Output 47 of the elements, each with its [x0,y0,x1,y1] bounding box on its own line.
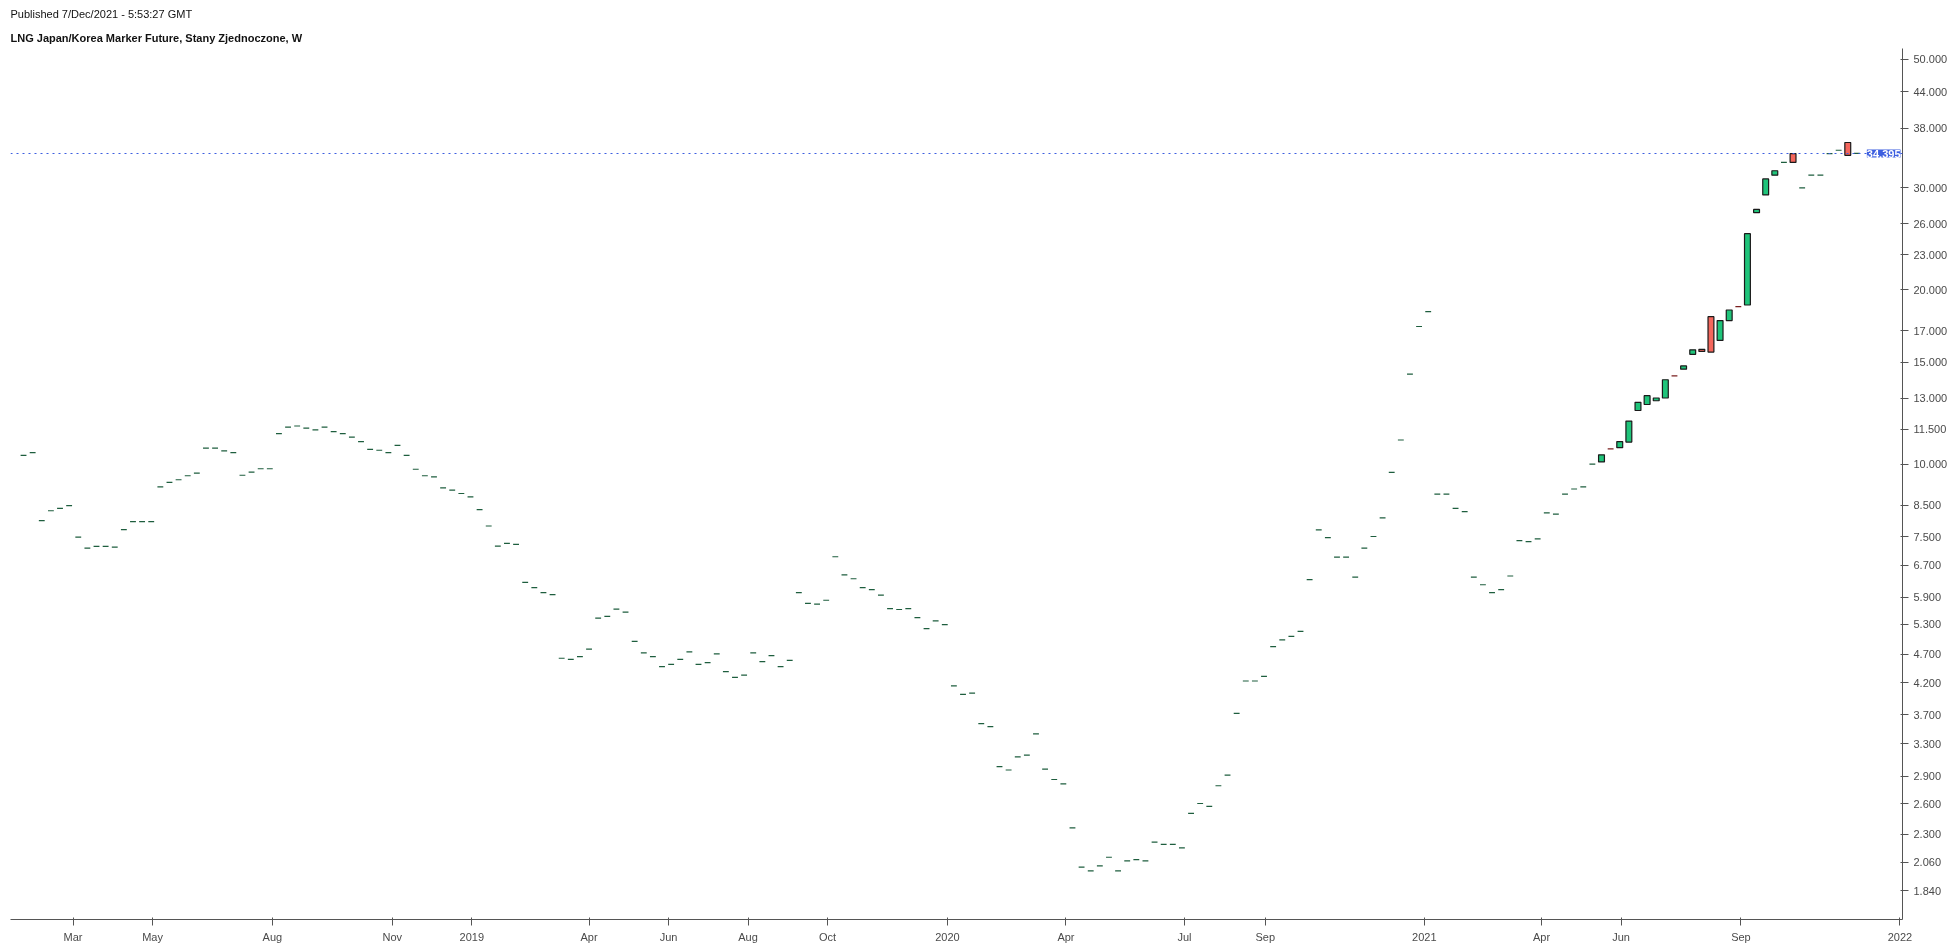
text: Published 7/Dec/2021 - 5:53:27 GMT [10,7,193,20]
x-tick-label: Aug [262,930,283,943]
y-tick-label: 26.000 [1913,217,1948,230]
x-tick-label: Jul [1177,930,1192,943]
y-tick-label: 2.600 [1913,797,1942,810]
y-tick-label: 4.200 [1913,676,1942,689]
x-tick-label: May [142,930,164,943]
x-tick-label: Mar [63,930,83,943]
x-tick-label: Apr [1057,930,1075,943]
x-tick-label: Oct [818,930,837,943]
chart-title: LNG Japan/Korea Marker Future, Stany Zjednoczone, W [10,31,303,44]
x-tick-label: Apr [580,930,598,943]
y-tick-label: 11.500 [1913,423,1947,436]
y-tick-label: 13.000 [1913,392,1948,405]
y-tick-label: 2.300 [1913,828,1942,841]
y-tick-label: 3.300 [1913,737,1942,750]
y-tick-label: 2.060 [1913,856,1942,869]
x-tick-label: 2021 [1412,930,1437,943]
y-tick-label: 5.300 [1913,618,1942,631]
x-tick-label: Apr [1533,930,1551,943]
y-tick-label: 30.000 [1913,181,1948,194]
y-tick-label: 3.700 [1913,708,1942,721]
y-tick-label: 44.000 [1913,85,1948,98]
y-tick-label: 6.700 [1913,559,1942,572]
x-tick-label: 2022 [1887,930,1913,943]
y-tick-label: 10.000 [1913,458,1948,471]
y-tick-label: 20.000 [1913,283,1948,296]
y-tick-label: 5.900 [1913,591,1942,604]
y-tick-label: 15.000 [1913,356,1948,369]
y-tick-label: 50.000 [1913,53,1948,66]
x-tick-label: Nov [382,930,403,943]
x-tick-label: 2019 [459,930,485,943]
ref-line-label: 34.395 [1866,147,1901,160]
y-tick-label: 1.840 [1913,884,1942,897]
x-tick-label: Jun [659,930,678,943]
y-tick-label: 17.000 [1913,324,1948,337]
y-tick-label: 4.700 [1913,648,1942,661]
x-tick-label: Sep [1731,930,1751,943]
x-tick-label: 2020 [935,930,960,943]
y-tick-label: 7.500 [1913,530,1942,543]
x-tick-label: Sep [1255,930,1276,943]
x-tick-label: Jun [1612,930,1630,943]
y-tick-label: 8.500 [1913,499,1942,512]
y-tick-label: 23.000 [1913,248,1948,261]
y-tick-label: 38.000 [1913,122,1948,135]
y-tick-label: 2.900 [1913,770,1942,783]
x-tick-label: Aug [738,930,758,943]
